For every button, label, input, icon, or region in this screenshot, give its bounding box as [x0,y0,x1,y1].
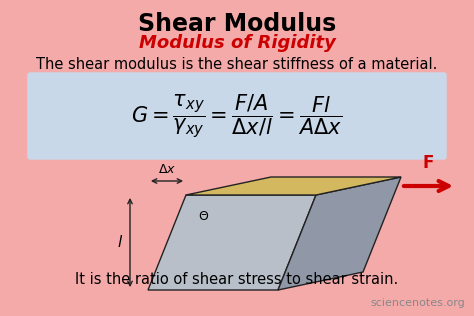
Polygon shape [186,177,401,195]
Text: A: A [278,179,289,193]
Text: $\Delta x$: $\Delta x$ [158,163,176,176]
Polygon shape [148,195,316,290]
Text: It is the ratio of shear stress to shear strain.: It is the ratio of shear stress to shear… [75,272,399,287]
Text: F: F [423,154,434,172]
Text: $G = \dfrac{\tau_{xy}}{\gamma_{xy}} = \dfrac{F/A}{\Delta x/l} = \dfrac{Fl}{A\Del: $G = \dfrac{\tau_{xy}}{\gamma_{xy}} = \d… [131,92,343,140]
Text: $\Theta$: $\Theta$ [198,210,209,223]
Text: sciencenotes.org: sciencenotes.org [370,298,465,308]
Polygon shape [278,177,401,290]
Text: Shear Modulus: Shear Modulus [138,12,336,36]
FancyBboxPatch shape [28,73,446,159]
Text: Modulus of Rigidity: Modulus of Rigidity [138,34,336,52]
Text: The shear modulus is the shear stiffness of a material.: The shear modulus is the shear stiffness… [36,57,438,72]
Text: l: l [118,235,122,250]
